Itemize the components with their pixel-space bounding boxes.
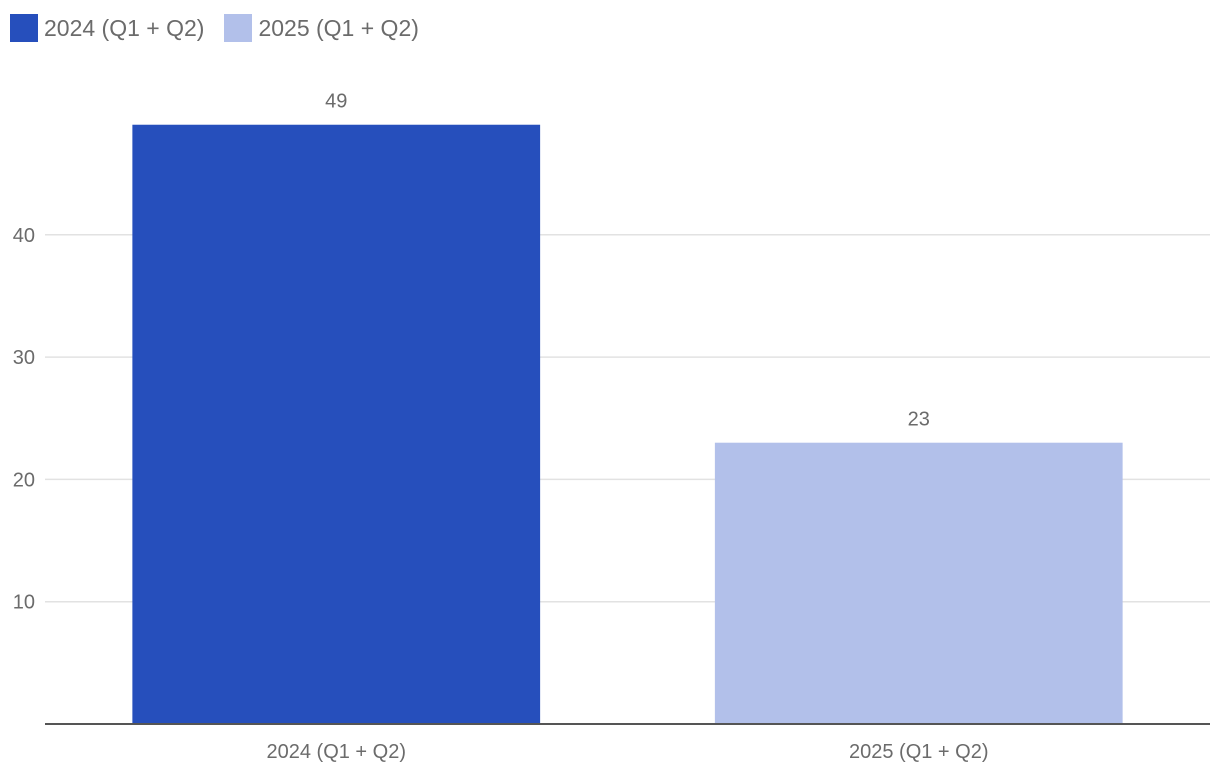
data-label-1: 23 xyxy=(908,409,930,431)
data-label-0: 49 xyxy=(325,91,347,113)
y-tick-label-30: 30 xyxy=(13,347,35,369)
legend-label-2025: 2025 (Q1 + Q2) xyxy=(258,14,419,41)
bar-1 xyxy=(714,442,1123,724)
bar-0 xyxy=(132,124,541,725)
legend-swatch-2024 xyxy=(10,14,38,42)
x-tick-label-0: 2024 (Q1 + Q2) xyxy=(266,741,406,763)
legend-label-2024: 2024 (Q1 + Q2) xyxy=(44,14,205,41)
chart-legend: 2024 (Q1 + Q2) 2025 (Q1 + Q2) xyxy=(10,13,419,43)
y-tick-label-40: 40 xyxy=(13,225,35,247)
legend-item-2025: 2025 (Q1 + Q2) xyxy=(224,14,419,42)
y-tick-label-20: 20 xyxy=(13,469,35,491)
legend-swatch-2025 xyxy=(224,14,253,42)
legend-item-2024: 2024 (Q1 + Q2) xyxy=(10,14,204,42)
x-tick-label-1: 2025 (Q1 + Q2) xyxy=(849,741,989,763)
y-tick-label-10: 10 xyxy=(13,592,35,614)
